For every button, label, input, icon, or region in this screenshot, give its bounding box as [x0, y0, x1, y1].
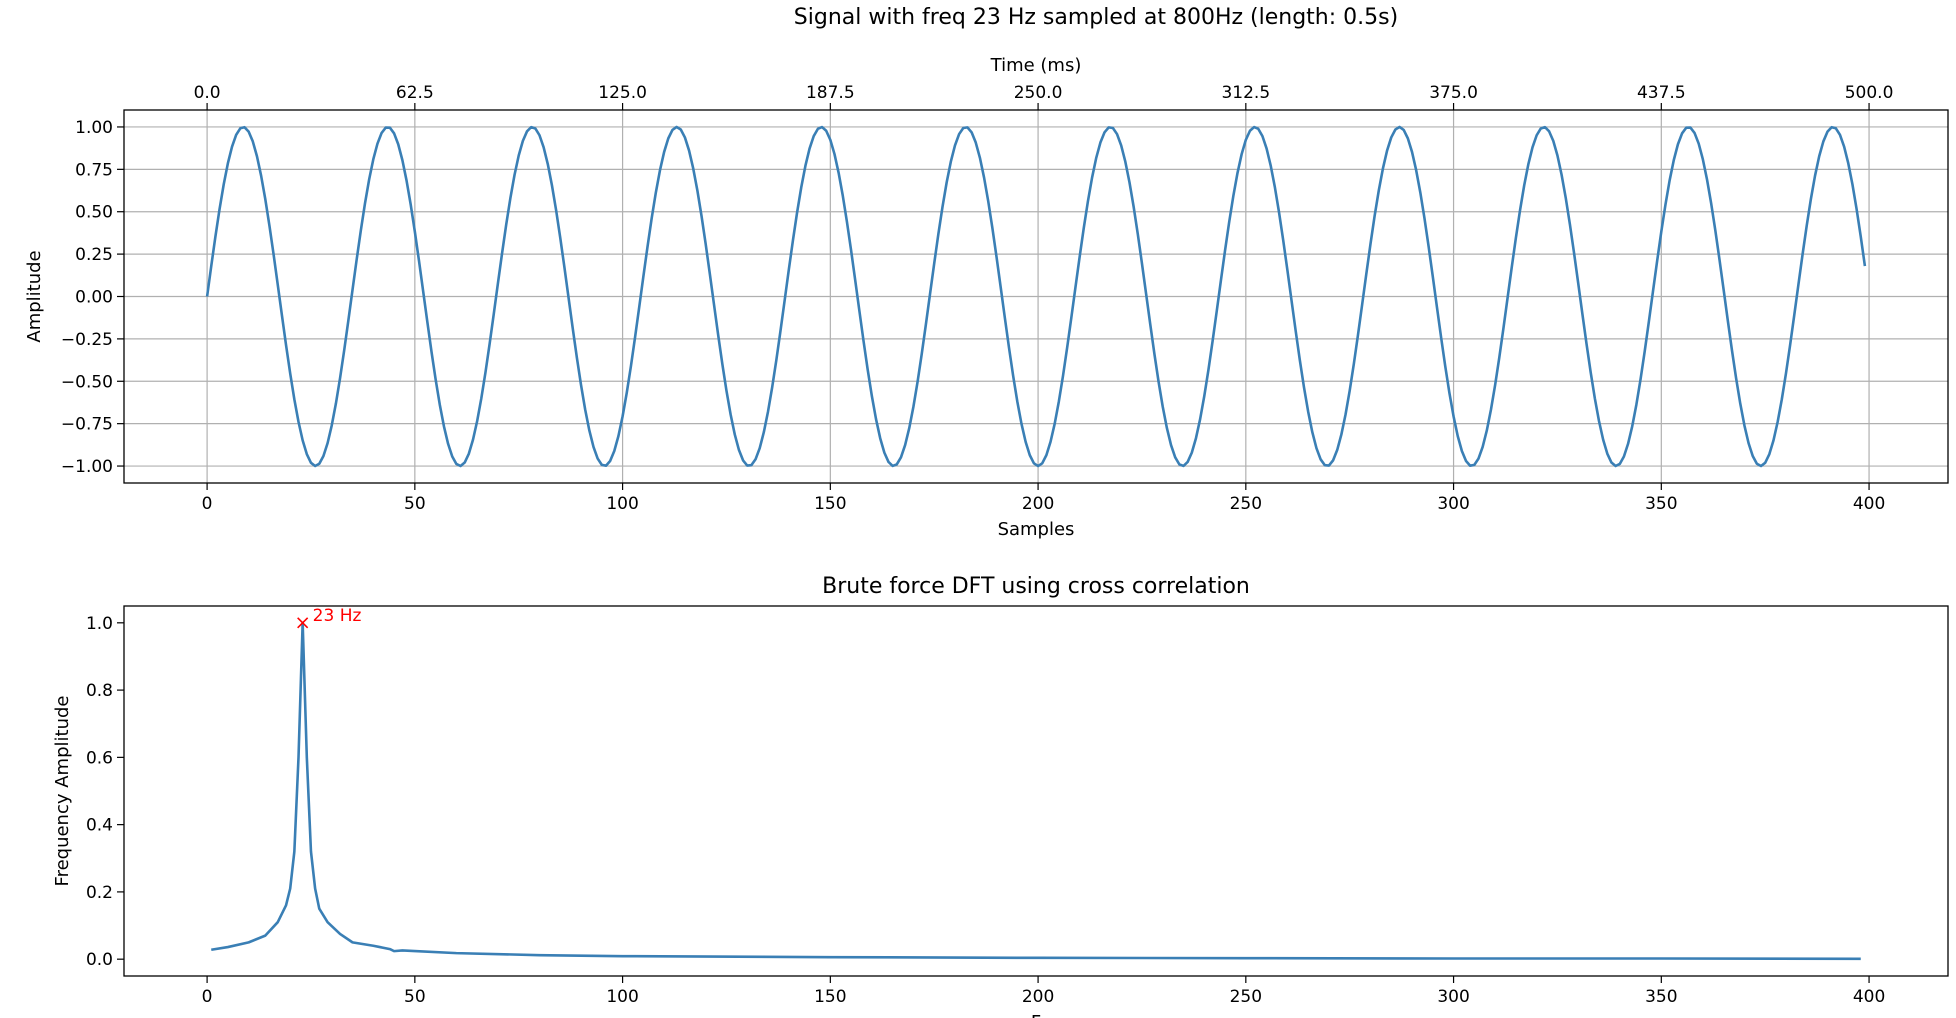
signal-series-line: [205, 125, 1867, 468]
signal-top-x-ticks: 0.0 62.5 125.0 187.5 250.0 312.5 375.0 437.5 500…: [194, 83, 1894, 110]
signal-y-tick-label: 1.00: [75, 118, 113, 138]
dft-y-tick-label: 0.4: [86, 816, 113, 836]
signal-top-x-axis-label: Time (ms): [990, 55, 1082, 76]
dft-y-axis-label: Frequency Amplitude: [52, 696, 73, 887]
signal-y-tick-label: −0.75: [61, 415, 113, 435]
dft-y-tick-label: 1.0: [86, 614, 113, 634]
dft-y-tick-label: 0.2: [86, 883, 113, 903]
dft-x-tick-label: 150: [814, 987, 846, 1007]
dft-peak-marker: 23 Hz: [297, 606, 362, 629]
dft-x-tick-label: 50: [404, 987, 426, 1007]
signal-y-ticks: 1.00 0.75 0.50 0.25 0.00 −0.25 −0.50 −0.75 −1.00: [61, 118, 124, 477]
signal-top-x-tick-label: 125.0: [598, 83, 647, 103]
signal-chart-title: Signal with freq 23 Hz sampled at 800Hz …: [794, 5, 1398, 30]
signal-y-tick-label: −0.25: [61, 330, 113, 350]
signal-x-tick-label: 350: [1645, 494, 1677, 514]
peak-x-stroke-b: [297, 617, 309, 629]
dft-plot-frame: [123, 605, 1949, 977]
dft-y-tick-label: 0.6: [86, 748, 113, 768]
signal-x-tick-label: 150: [814, 494, 846, 514]
dft-peak-label: 23 Hz: [313, 606, 362, 626]
dft-x-tick-label: 400: [1853, 987, 1885, 1007]
signal-grid: [124, 110, 1948, 483]
signal-x-tick-label: 0: [202, 494, 213, 514]
dft-x-tick-label: 300: [1437, 987, 1469, 1007]
signal-y-tick-label: 0.00: [75, 288, 113, 308]
signal-x-tick-label: 50: [404, 494, 426, 514]
dft-x-tick-label: 250: [1230, 987, 1262, 1007]
dft-chart-title: Brute force DFT using cross correlation: [822, 574, 1250, 599]
dft-x-ticks: 0 50 100 150 200 250 300 350 400: [202, 976, 1885, 1007]
signal-x-tick-label: 400: [1853, 494, 1885, 514]
signal-x-tick-label: 100: [606, 494, 638, 514]
signal-y-tick-label: 0.75: [75, 160, 113, 180]
dft-chart: 0 50 100 150 200 250 300 350 400 0.0 0.2 0.4 0.6 0.8…: [52, 574, 1949, 1018]
signal-top-x-tick-label: 187.5: [806, 83, 855, 103]
dft-x-tick-label: 200: [1022, 987, 1054, 1007]
signal-top-x-tick-label: 62.5: [396, 83, 434, 103]
signal-top-x-tick-label: 250.0: [1014, 83, 1063, 103]
dft-y-ticks: 0.0 0.2 0.4 0.6 0.8 1.0: [86, 614, 124, 970]
dft-x-tick-label: 0: [202, 987, 213, 1007]
signal-y-tick-label: 0.50: [75, 203, 113, 223]
signal-top-x-tick-label: 500.0: [1845, 83, 1894, 103]
dft-x-tick-label: 100: [606, 987, 638, 1007]
signal-x-axis-label: Samples: [998, 519, 1075, 540]
signal-y-tick-label: −1.00: [61, 457, 113, 477]
signal-chart: 0 50 100 150 200 250 300 350 400 1.00 0.75 0.50 0.2…: [24, 5, 1949, 540]
signal-top-x-tick-label: 312.5: [1221, 83, 1270, 103]
dft-series-line: [211, 621, 1861, 961]
signal-y-axis-label: Amplitude: [24, 250, 45, 342]
signal-top-x-tick-label: 437.5: [1637, 83, 1686, 103]
signal-top-x-tick-label: 375.0: [1429, 83, 1478, 103]
signal-y-tick-label: 0.25: [75, 245, 113, 265]
signal-top-x-tick-label: 0.0: [194, 83, 221, 103]
dft-x-axis-label: F: [1031, 1012, 1041, 1018]
signal-x-tick-label: 250: [1230, 494, 1262, 514]
signal-x-tick-label: 200: [1022, 494, 1054, 514]
dft-x-tick-label: 350: [1645, 987, 1677, 1007]
dft-y-tick-label: 0.8: [86, 681, 113, 701]
dft-y-tick-label: 0.0: [86, 950, 113, 970]
signal-x-tick-label: 300: [1437, 494, 1469, 514]
signal-y-tick-label: −0.50: [61, 372, 113, 392]
signal-x-ticks: 0 50 100 150 200 250 300 350 400: [202, 483, 1885, 514]
